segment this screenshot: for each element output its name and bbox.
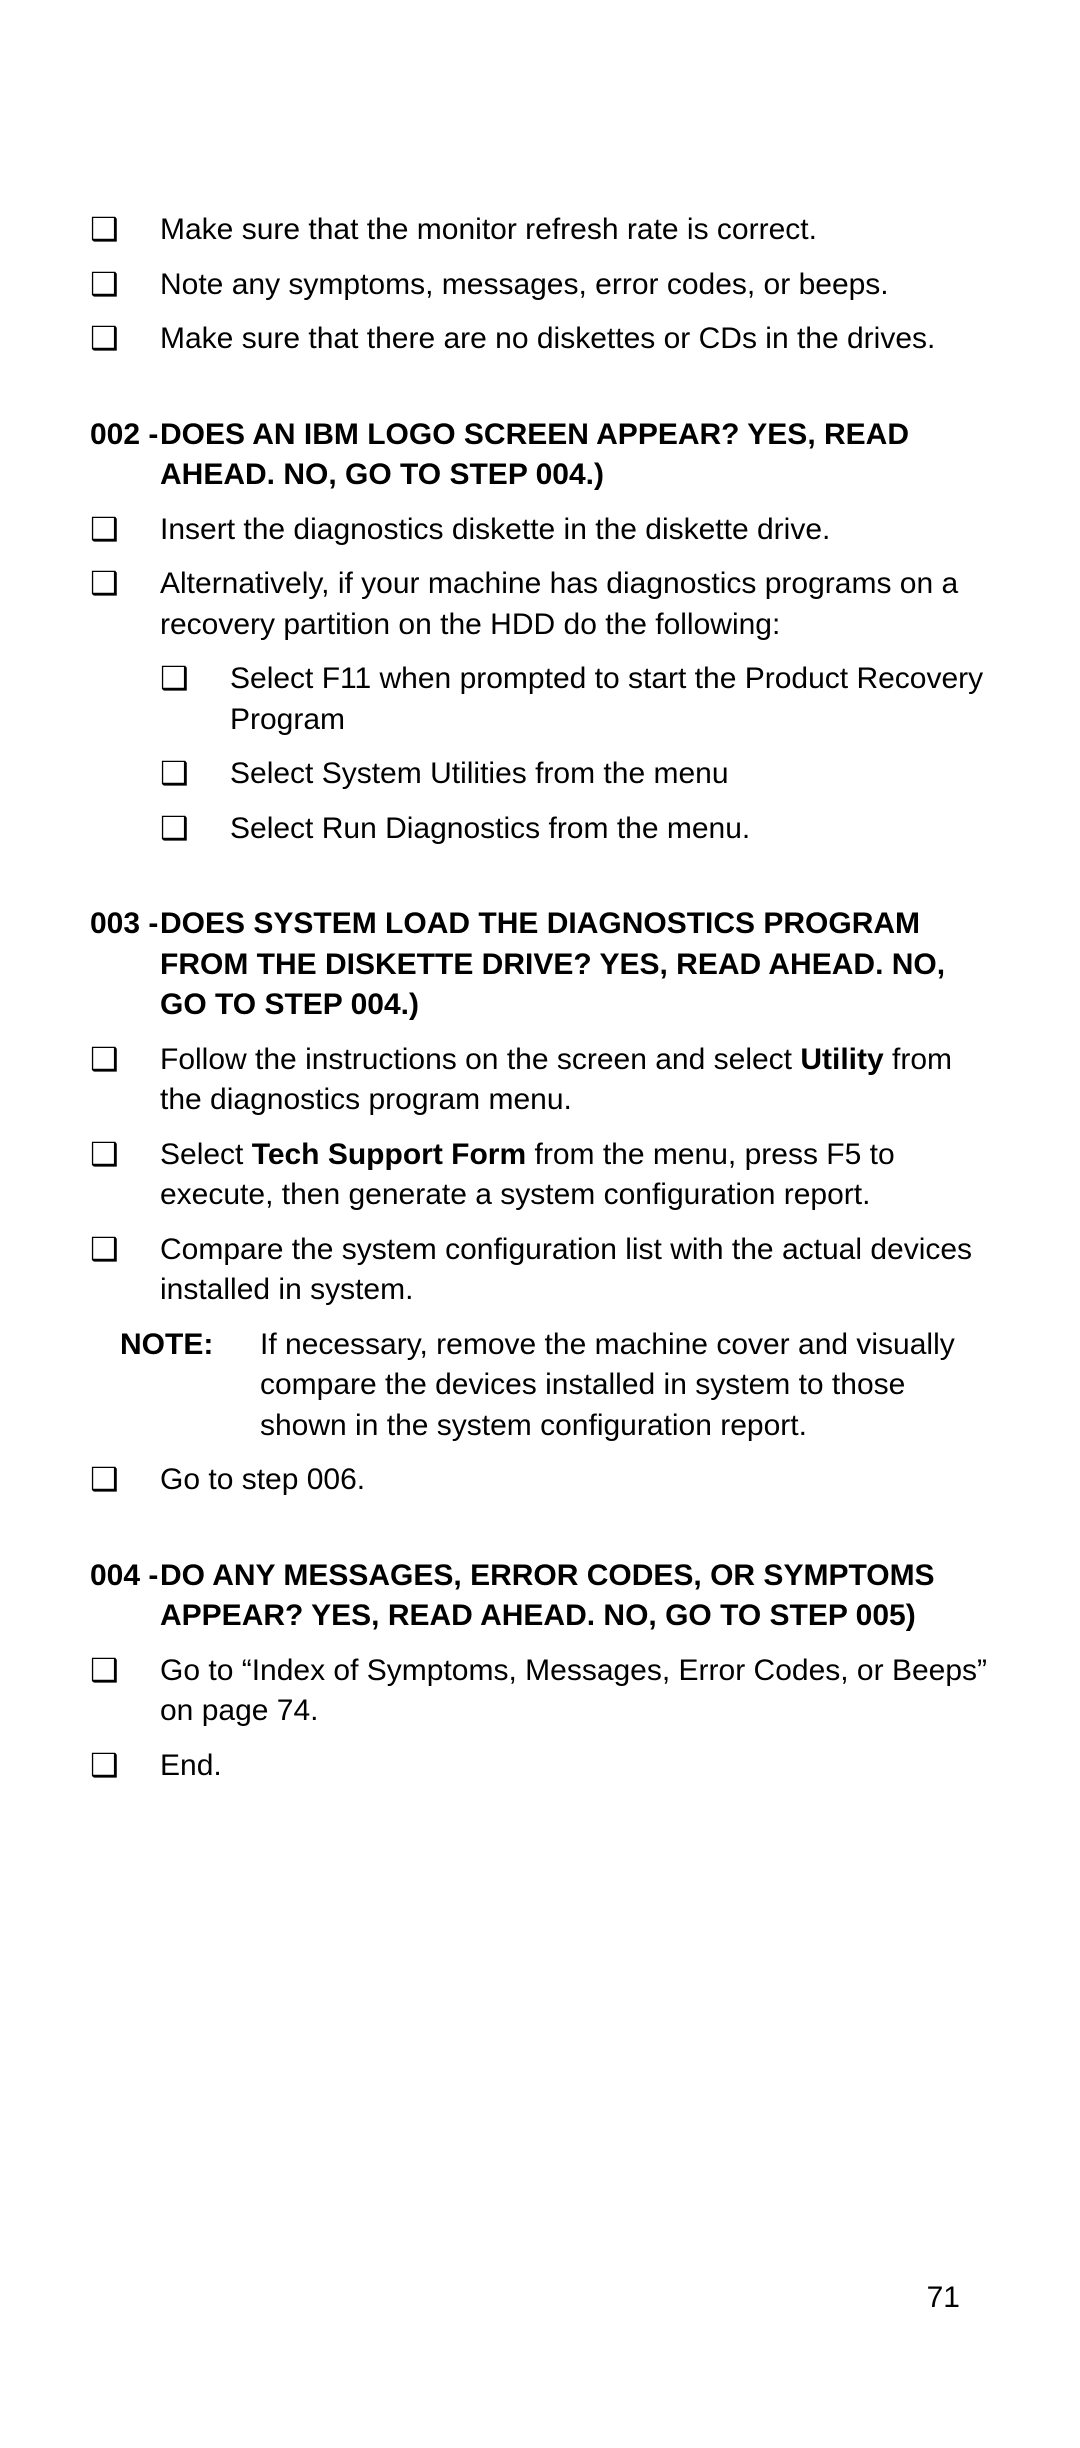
bullet-icon: ❑ bbox=[90, 1040, 160, 1078]
list-item: ❑ Go to “Index of Symptoms, Messages, Er… bbox=[90, 1651, 990, 1732]
list-text: Select F11 when prompted to start the Pr… bbox=[230, 659, 990, 740]
bullet-icon: ❑ bbox=[90, 319, 160, 357]
step-heading-002: 002 - DOES AN IBM LOGO SCREEN APPEAR? YE… bbox=[90, 415, 990, 496]
step-title: DOES AN IBM LOGO SCREEN APPEAR? YES, REA… bbox=[160, 415, 990, 496]
step-title: DOES SYSTEM LOAD THE DIAGNOSTICS PROGRAM… bbox=[160, 904, 990, 1026]
list-text: Go to “Index of Symptoms, Messages, Erro… bbox=[160, 1651, 990, 1732]
list-item: ❑ Select Tech Support Form from the menu… bbox=[90, 1135, 990, 1216]
list-text: Compare the system configuration list wi… bbox=[160, 1230, 990, 1311]
note-text: If necessary, remove the machine cover a… bbox=[260, 1325, 990, 1447]
list-text: Follow the instructions on the screen an… bbox=[160, 1040, 990, 1121]
bullet-icon: ❑ bbox=[160, 809, 230, 847]
bullet-icon: ❑ bbox=[90, 510, 160, 548]
list-text: Select Tech Support Form from the menu, … bbox=[160, 1135, 990, 1216]
list-item: ❑ Compare the system configuration list … bbox=[90, 1230, 990, 1311]
list-text: Alternatively, if your machine has diagn… bbox=[160, 564, 990, 645]
list-item: ❑ Select F11 when prompted to start the … bbox=[90, 659, 990, 740]
bullet-icon: ❑ bbox=[90, 210, 160, 248]
note-block: NOTE: If necessary, remove the machine c… bbox=[90, 1325, 990, 1447]
step-number: 003 - bbox=[90, 904, 160, 945]
list-item: ❑ End. bbox=[90, 1746, 990, 1787]
list-item: ❑ Go to step 006. bbox=[90, 1460, 990, 1501]
list-item: ❑ Alternatively, if your machine has dia… bbox=[90, 564, 990, 645]
list-text: Make sure that the monitor refresh rate … bbox=[160, 210, 990, 251]
list-item: ❑ Follow the instructions on the screen … bbox=[90, 1040, 990, 1121]
list-item: ❑ Select Run Diagnostics from the menu. bbox=[90, 809, 990, 850]
bullet-icon: ❑ bbox=[160, 754, 230, 792]
step-title: DO ANY MESSAGES, ERROR CODES, OR SYMPTOM… bbox=[160, 1556, 990, 1637]
list-item: ❑ Make sure that there are no diskettes … bbox=[90, 319, 990, 360]
bullet-icon: ❑ bbox=[90, 1135, 160, 1173]
list-item: ❑ Insert the diagnostics diskette in the… bbox=[90, 510, 990, 551]
bullet-icon: ❑ bbox=[90, 564, 160, 602]
list-text: Go to step 006. bbox=[160, 1460, 990, 1501]
list-text: End. bbox=[160, 1746, 990, 1787]
list-text: Select System Utilities from the menu bbox=[230, 754, 990, 795]
bullet-icon: ❑ bbox=[90, 1651, 160, 1689]
list-text: Note any symptoms, messages, error codes… bbox=[160, 265, 990, 306]
list-item: ❑ Note any symptoms, messages, error cod… bbox=[90, 265, 990, 306]
step-number: 002 - bbox=[90, 415, 160, 456]
list-text: Make sure that there are no diskettes or… bbox=[160, 319, 990, 360]
list-text: Select Run Diagnostics from the menu. bbox=[230, 809, 990, 850]
bullet-icon: ❑ bbox=[160, 659, 230, 697]
note-label: NOTE: bbox=[90, 1325, 260, 1366]
list-item: ❑ Select System Utilities from the menu bbox=[90, 754, 990, 795]
bullet-icon: ❑ bbox=[90, 265, 160, 303]
page-number: 71 bbox=[927, 2278, 960, 2319]
bullet-icon: ❑ bbox=[90, 1230, 160, 1268]
step-heading-004: 004 - DO ANY MESSAGES, ERROR CODES, OR S… bbox=[90, 1556, 990, 1637]
bullet-icon: ❑ bbox=[90, 1746, 160, 1784]
step-heading-003: 003 - DOES SYSTEM LOAD THE DIAGNOSTICS P… bbox=[90, 904, 990, 1026]
list-item: ❑ Make sure that the monitor refresh rat… bbox=[90, 210, 990, 251]
list-text: Insert the diagnostics diskette in the d… bbox=[160, 510, 990, 551]
bullet-icon: ❑ bbox=[90, 1460, 160, 1498]
step-number: 004 - bbox=[90, 1556, 160, 1597]
document-page: ❑ Make sure that the monitor refresh rat… bbox=[0, 0, 1080, 2448]
